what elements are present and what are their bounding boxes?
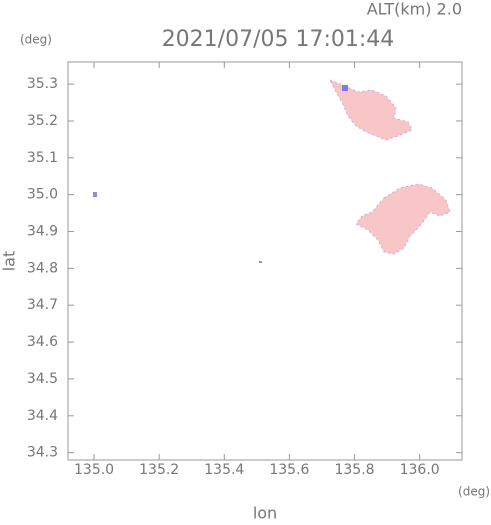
axes: 34.3 34.4 34.5 34.6 34.7 34.8 34.9 35.0 35.1 35.2… [27, 62, 462, 478]
y-tick-label: 34.6 [27, 334, 58, 350]
echo-blobs [93, 79, 451, 263]
y-tick-label: 34.7 [27, 297, 58, 313]
chart-title: 2021/07/05 17:01:44 [162, 27, 395, 52]
x-tick-label: 135.0 [74, 462, 114, 478]
y-tick-label: 34.3 [27, 445, 58, 461]
altitude-label: ALT(km) 2.0 [367, 0, 462, 19]
y-tick-label: 34.5 [27, 371, 58, 387]
y-tick-label: 35.3 [27, 76, 58, 92]
x-unit: (deg) [458, 485, 490, 499]
y-unit: (deg) [20, 33, 52, 47]
y-tick-label: 34.8 [27, 260, 58, 276]
x-axis-label: lon [253, 504, 277, 522]
y-tick-label: 35.1 [27, 150, 58, 166]
x-tick-label: 136.0 [400, 462, 440, 478]
x-tick-label: 135.8 [334, 462, 374, 478]
x-tick-label: 135.4 [204, 462, 244, 478]
y-tick-label: 35.0 [27, 187, 58, 203]
y-axis-label: lat [0, 251, 19, 272]
y-tick-label: 34.4 [27, 408, 58, 424]
plot-frame [67, 61, 463, 461]
x-tick-label: 135.2 [139, 462, 179, 478]
y-tick-label: 34.9 [27, 224, 58, 240]
y-tick-label: 35.2 [27, 113, 58, 129]
x-tick-label: 135.6 [269, 462, 309, 478]
